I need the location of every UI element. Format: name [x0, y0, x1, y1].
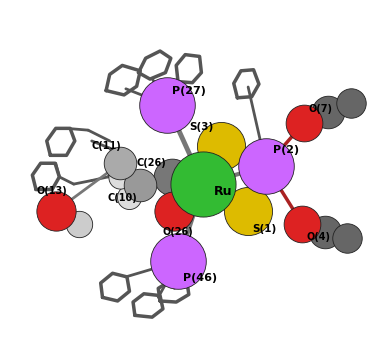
- Text: P(2): P(2): [273, 145, 299, 155]
- Text: C(26): C(26): [137, 157, 167, 168]
- Point: [169, 174, 175, 180]
- Point: [117, 174, 123, 180]
- Text: P(27): P(27): [172, 86, 206, 96]
- Point: [200, 181, 206, 187]
- Text: O(26): O(26): [163, 227, 193, 237]
- Point: [301, 120, 307, 126]
- Text: O(13): O(13): [37, 186, 67, 196]
- Point: [53, 208, 59, 214]
- Text: O(7): O(7): [308, 104, 332, 114]
- Point: [322, 229, 328, 234]
- Point: [137, 182, 143, 188]
- Point: [245, 208, 251, 214]
- Text: C(11): C(11): [91, 141, 121, 151]
- Point: [299, 221, 305, 227]
- Point: [263, 163, 269, 169]
- Point: [347, 100, 354, 106]
- Text: C(10): C(10): [107, 193, 137, 204]
- Text: O(4): O(4): [306, 232, 330, 242]
- Text: S(3): S(3): [189, 122, 214, 131]
- Point: [164, 102, 171, 108]
- Point: [126, 194, 132, 200]
- Text: S(1): S(1): [252, 224, 276, 234]
- Text: Ru: Ru: [214, 185, 232, 198]
- Point: [325, 109, 332, 115]
- Point: [76, 222, 82, 227]
- Text: P(46): P(46): [183, 273, 217, 283]
- Point: [175, 258, 181, 264]
- Point: [171, 208, 178, 214]
- Point: [218, 143, 224, 149]
- Point: [117, 160, 123, 166]
- Point: [344, 235, 350, 241]
